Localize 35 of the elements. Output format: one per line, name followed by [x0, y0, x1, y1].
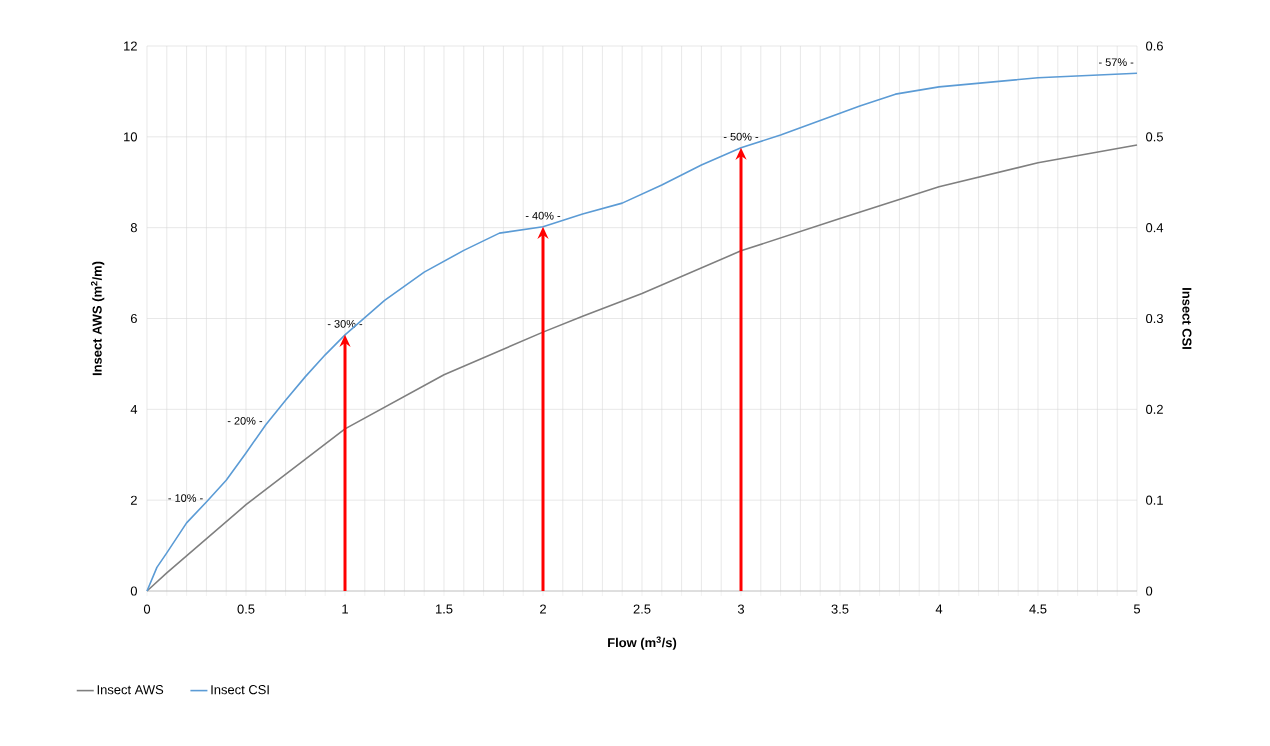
y-tick-label: 4	[130, 404, 138, 414]
legend-label: Insect AWS	[97, 685, 164, 695]
x-tick-label: 4	[935, 604, 943, 614]
x-tick-label: 0.5	[237, 604, 255, 614]
y2-tick-label: 0.4	[1146, 223, 1164, 233]
x-tick-label: 1.5	[435, 604, 453, 614]
y-tick-label: 0	[130, 586, 137, 596]
annotation: - 40% -	[525, 211, 561, 220]
x-tick-label: 2	[540, 604, 546, 614]
y-axis-title: Insect AWS (m$^{2}$/m)	[90, 261, 105, 376]
x-tick-label: 2.5	[633, 604, 651, 614]
x-tick-label: 0	[143, 604, 151, 614]
y-tick-label: 2	[130, 495, 137, 505]
y2-axis-title: Insect CSI	[1182, 288, 1192, 349]
y2-tick-label: 0.6	[1146, 41, 1163, 51]
y2-tick-label: 0.1	[1146, 495, 1163, 505]
x-tick-label: 1	[342, 604, 348, 614]
y2-tick-label: 0	[1146, 586, 1153, 596]
annotation: - 57% -	[1098, 58, 1134, 67]
x-tick-label: 3.5	[831, 604, 849, 614]
legend-label: Insect CSI	[211, 685, 269, 695]
x-tick-label: 4.5	[1029, 604, 1047, 614]
x-tick-label: 3	[737, 604, 745, 614]
annotation: - 10% -	[168, 494, 203, 502]
y-tick-label: 10	[124, 132, 137, 142]
annotation: - 50% -	[723, 132, 759, 141]
y2-tick-label: 0.5	[1146, 132, 1163, 142]
y2-tick-label: 0.3	[1146, 313, 1163, 324]
x-tick-label: 5	[1133, 604, 1141, 614]
y-tick-label: 8	[130, 223, 137, 233]
y-tick-label: 6	[130, 313, 137, 324]
y2-tick-label: 0.2	[1146, 404, 1163, 414]
x-axis-title: Flow (m$^{3}$/s)	[608, 636, 677, 650]
y-tick-label: 12	[124, 41, 137, 51]
annotation: - 20% -	[227, 416, 263, 425]
